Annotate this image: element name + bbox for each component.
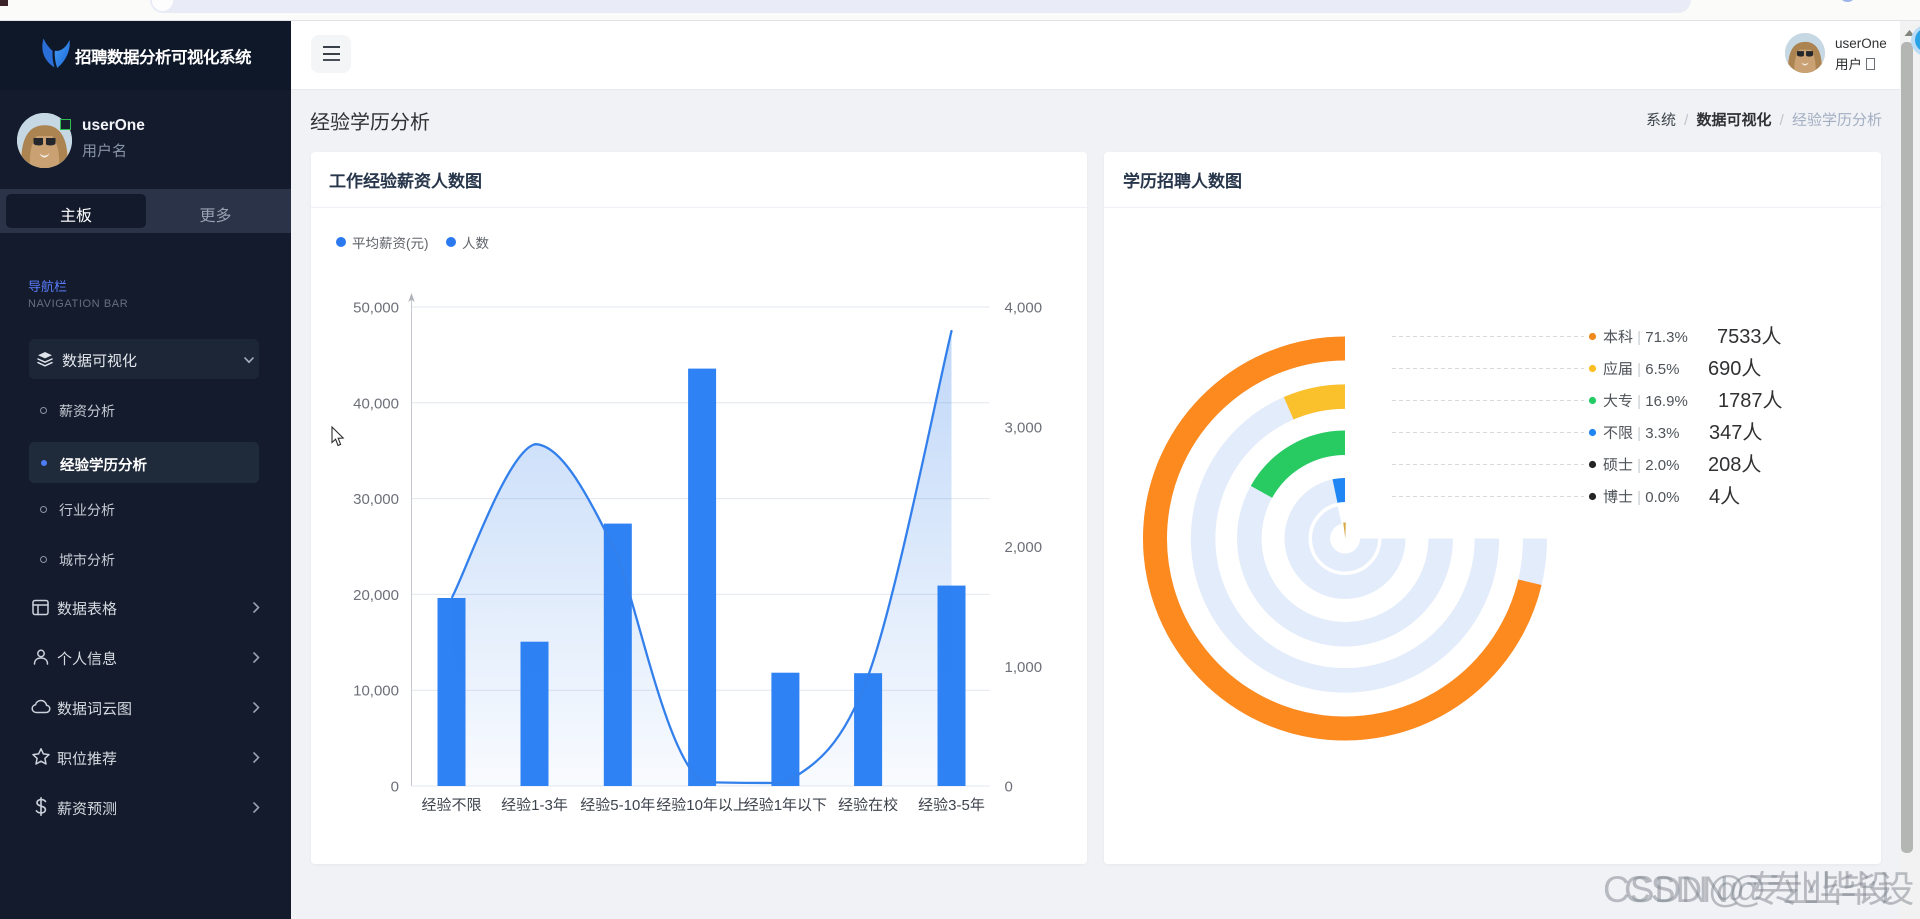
svg-text:硕士 | 2.0%: 硕士 | 2.0% bbox=[1603, 457, 1679, 474]
svg-text:博士 | 0.0%: 博士 | 0.0% bbox=[1603, 489, 1679, 506]
svg-text:0: 0 bbox=[1004, 779, 1012, 796]
svg-text:7533人: 7533人 bbox=[1717, 326, 1782, 348]
svg-text:690人: 690人 bbox=[1708, 358, 1761, 380]
svg-text:经验1-3年: 经验1-3年 bbox=[501, 797, 568, 814]
svg-text:0: 0 bbox=[390, 779, 398, 796]
svg-text:50,000: 50,000 bbox=[353, 300, 399, 317]
svg-text:经验1年以下: 经验1年以下 bbox=[743, 797, 826, 814]
svg-text:4,000: 4,000 bbox=[1004, 300, 1042, 317]
svg-text:4人: 4人 bbox=[1709, 486, 1740, 508]
svg-text:1,000: 1,000 bbox=[1004, 659, 1042, 676]
svg-text:大专 | 16.9%: 大专 | 16.9% bbox=[1603, 393, 1688, 410]
svg-text:1787人: 1787人 bbox=[1718, 390, 1783, 412]
svg-text:不限 | 3.3%: 不限 | 3.3% bbox=[1603, 425, 1679, 442]
svg-text:347人: 347人 bbox=[1709, 422, 1762, 444]
svg-text:经验在校: 经验在校 bbox=[838, 797, 898, 814]
svg-text:20,000: 20,000 bbox=[353, 587, 399, 604]
svg-text:40,000: 40,000 bbox=[353, 395, 399, 412]
svg-text:10,000: 10,000 bbox=[353, 683, 399, 700]
svg-text:本科 | 71.3%: 本科 | 71.3% bbox=[1603, 329, 1688, 346]
svg-text:30,000: 30,000 bbox=[353, 491, 399, 508]
svg-text:应届 | 6.5%: 应届 | 6.5% bbox=[1603, 361, 1679, 378]
svg-text:2,000: 2,000 bbox=[1004, 539, 1042, 556]
svg-text:3,000: 3,000 bbox=[1004, 419, 1042, 436]
svg-text:经验10年以上: 经验10年以上 bbox=[656, 797, 748, 814]
svg-text:经验不限: 经验不限 bbox=[421, 797, 481, 814]
svg-text:经验5-10年: 经验5-10年 bbox=[580, 797, 655, 814]
svg-text:经验3-5年: 经验3-5年 bbox=[918, 797, 985, 814]
svg-text:208人: 208人 bbox=[1708, 454, 1761, 476]
